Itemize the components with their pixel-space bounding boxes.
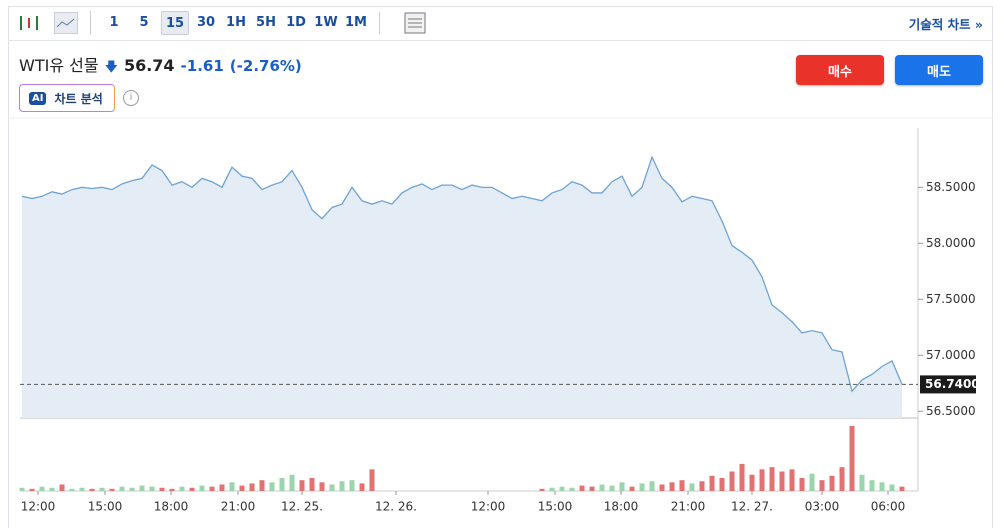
interval[interactable]: 30 — [196, 14, 216, 30]
interval[interactable]: 1W — [314, 14, 338, 30]
ai-badge: AI — [29, 91, 47, 105]
change-pct: (-2.76%) — [229, 57, 302, 75]
info-icon[interactable]: i — [123, 90, 139, 106]
intervals: 1 5 15 30 1H 5H 1D 1W 1M — [90, 11, 373, 35]
ai-label: 차트 분석 — [54, 91, 103, 106]
interval[interactable]: 5 — [139, 14, 149, 30]
interval[interactable]: 1D — [286, 14, 306, 30]
down-arrow: 🡇 — [104, 60, 118, 75]
interval[interactable]: 1 — [109, 14, 119, 30]
header: WTI유 선물 🡇 56.74 -1.61 (-2.76%) — [19, 52, 302, 80]
ai-button[interactable]: AI 차트 분석 — [19, 84, 115, 112]
interval[interactable]: 15 — [161, 11, 189, 35]
sell-button[interactable]: 매도 — [895, 55, 983, 85]
frame — [8, 6, 993, 528]
change: -1.61 — [180, 57, 224, 75]
interval[interactable]: 1H — [226, 14, 246, 30]
buy-button[interactable]: 매수 — [796, 55, 884, 85]
toolbar: 1 5 15 30 1H 5H 1D 1W 1M 기술적 차트 » — [8, 6, 993, 41]
interval[interactable]: 1M — [345, 14, 367, 30]
price: 56.74 — [123, 56, 175, 75]
interval[interactable]: 5H — [256, 14, 276, 30]
layout-icon[interactable] — [379, 12, 428, 34]
candle-icon[interactable] — [18, 14, 40, 32]
area-icon[interactable] — [54, 12, 78, 34]
instrument-name: WTI유 선물 — [19, 56, 99, 75]
tech-chart-link[interactable]: 기술적 차트 » — [908, 16, 983, 32]
